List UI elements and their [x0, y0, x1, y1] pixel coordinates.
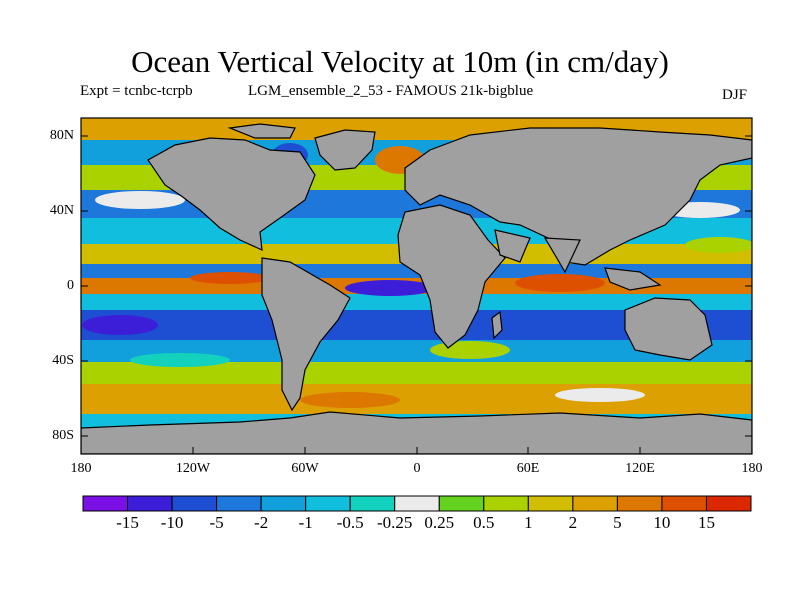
lon-label-120w: 120W	[175, 461, 211, 476]
lon-label-180e: 180	[741, 461, 763, 476]
south-midlat-band-2	[81, 362, 752, 384]
lon-label-60w: 60W	[291, 461, 319, 476]
colorbar-label: -10	[160, 513, 184, 532]
lon-label-120e: 120E	[625, 461, 655, 476]
patch	[515, 274, 605, 292]
patch	[300, 392, 400, 408]
colorbar-label: 15	[697, 513, 715, 532]
colorbar-box	[305, 495, 351, 512]
colorbar-box	[171, 495, 218, 512]
colorbar-box	[349, 495, 396, 512]
experiment-name: LGM_ensemble_2_53 - FAMOUS 21k-bigblue	[248, 83, 534, 99]
lat-label-80n: 80N	[49, 128, 74, 143]
south-eq-band	[81, 294, 752, 310]
colorbar-box	[527, 495, 574, 512]
colorbar-box	[216, 495, 262, 512]
lat-label-80s: 80S	[52, 428, 74, 443]
colorbar	[82, 495, 752, 512]
patch	[95, 191, 185, 209]
colorbar-box	[260, 495, 307, 512]
colorbar-label: -1	[298, 513, 313, 532]
colorbar-box	[705, 495, 752, 512]
colorbar-label: 2	[568, 513, 578, 532]
lat-label-40n: 40N	[49, 203, 74, 218]
patch	[430, 341, 510, 359]
land	[81, 123, 752, 454]
colorbar-label: -0.25	[377, 513, 413, 532]
lon-label-0: 0	[413, 461, 421, 476]
colorbar-label: -0.5	[336, 513, 364, 532]
lat-label-40s: 40S	[52, 353, 74, 368]
colorbar-label: 1	[524, 513, 533, 532]
experiment-label: Expt = tcnbc-tcrpb	[80, 83, 193, 99]
patch	[82, 315, 158, 335]
colorbar-box	[616, 495, 663, 512]
patch	[555, 388, 645, 402]
colorbar-label: 0.25	[424, 513, 455, 532]
lat-label-0: 0	[67, 278, 74, 293]
patch	[130, 353, 230, 367]
colorbar-box	[127, 495, 173, 512]
patch	[345, 280, 435, 296]
colorbar-box	[661, 495, 707, 512]
lon-label-60e: 60E	[516, 461, 540, 476]
colorbar-label: -2	[254, 513, 269, 532]
colorbar-box	[438, 495, 485, 512]
colorbar-label: 0.5	[473, 513, 495, 532]
colorbar-box	[82, 495, 129, 512]
south-midlat-band	[81, 340, 752, 362]
patch	[190, 272, 270, 284]
colorbar-label: 10	[653, 513, 671, 532]
plot-title: Ocean Vertical Velocity at 10m (in cm/da…	[131, 44, 669, 79]
colorbar-label: -5	[209, 513, 224, 532]
colorbar-box	[394, 495, 440, 512]
colorbar-box	[483, 495, 529, 512]
southern-ocean-band	[81, 384, 752, 414]
lon-label-180w: 180	[70, 461, 92, 476]
colorbar-box	[572, 495, 618, 512]
patch	[685, 237, 752, 253]
colorbar-label: -15	[116, 513, 139, 532]
season-label: DJF	[722, 87, 748, 103]
colorbar-label: 5	[613, 513, 622, 532]
